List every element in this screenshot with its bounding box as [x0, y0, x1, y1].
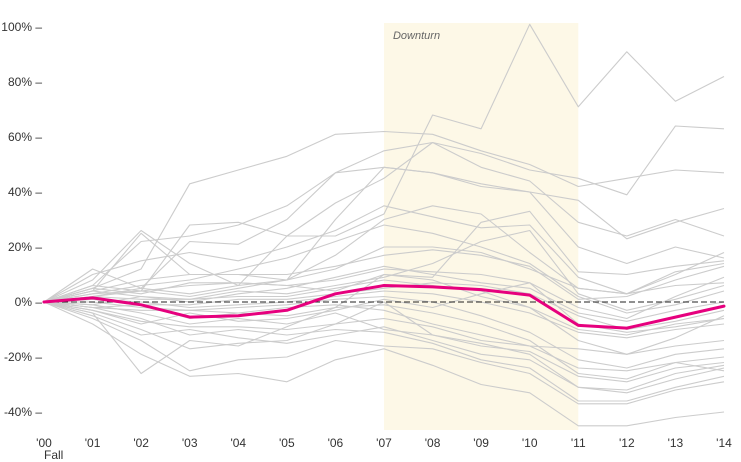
- background-series-line: [43, 125, 725, 303]
- background-series-line: [43, 166, 725, 303]
- background-series-line: [43, 229, 725, 311]
- x-tick-label: '05: [279, 436, 295, 450]
- background-series-line: [43, 301, 725, 402]
- x-tick-label: '04: [230, 436, 246, 450]
- x-tick-label: '07: [376, 436, 392, 450]
- background-series-line: [43, 273, 725, 336]
- background-series-line: [43, 301, 725, 394]
- background-series-line: [43, 130, 725, 303]
- x-tick-label: '03: [182, 436, 198, 450]
- background-series-line: [43, 23, 725, 303]
- background-series-line: [43, 246, 725, 303]
- background-series-group: [43, 23, 725, 427]
- x-tick-label: '11: [571, 436, 586, 450]
- background-series-line: [43, 301, 725, 427]
- background-series-line: [43, 301, 725, 372]
- background-series-line: [43, 224, 725, 314]
- x-tick-label: '08: [425, 436, 441, 450]
- x-tick-label: '00: [36, 436, 52, 450]
- x-tick-label: '10: [522, 436, 538, 450]
- background-series-line: [43, 301, 725, 383]
- background-series-line: [43, 249, 725, 303]
- downturn-label: Downturn: [393, 30, 440, 42]
- downturn-band: [383, 23, 579, 430]
- highlight-series-line: [42, 284, 726, 330]
- y-axis: 100% – 80% – 60% – 40% – 20% – 0% – -20% – -40%…: [1, 20, 42, 419]
- y-tick-label: -40% –: [4, 405, 42, 419]
- y-tick-label: 20% –: [8, 240, 42, 254]
- x-tick-label: '01: [85, 436, 101, 450]
- background-series-line: [43, 205, 725, 303]
- x-axis: '00 '01 '02 '03 '04 '05 '06 '07 '08 '09 '10 '11 '12 '…: [36, 436, 732, 450]
- background-series-line: [43, 141, 725, 303]
- x-tick-label: '13: [668, 436, 684, 450]
- y-tick-label: 80% –: [8, 75, 42, 89]
- x-tick-label: '06: [328, 436, 344, 450]
- background-series-line: [43, 301, 725, 391]
- x-tick-label: '09: [473, 436, 489, 450]
- x-tick-label: '14: [716, 436, 732, 450]
- y-tick-label: -20% –: [4, 350, 42, 364]
- background-series-line: [43, 265, 725, 322]
- y-tick-label: 40% –: [8, 185, 42, 199]
- x-tick-label: '12: [619, 436, 635, 450]
- x-tick-label: '02: [133, 436, 149, 450]
- background-series-line: [43, 301, 725, 405]
- y-tick-label: 100% –: [1, 20, 42, 34]
- x-axis-sub-label: Fall: [44, 448, 63, 462]
- background-series-line: [43, 282, 725, 333]
- y-tick-label: 0% –: [15, 295, 43, 309]
- background-series-line: [43, 290, 725, 339]
- background-series-line: [43, 282, 725, 331]
- y-tick-label: 60% –: [8, 130, 42, 144]
- background-series-line: [43, 279, 725, 355]
